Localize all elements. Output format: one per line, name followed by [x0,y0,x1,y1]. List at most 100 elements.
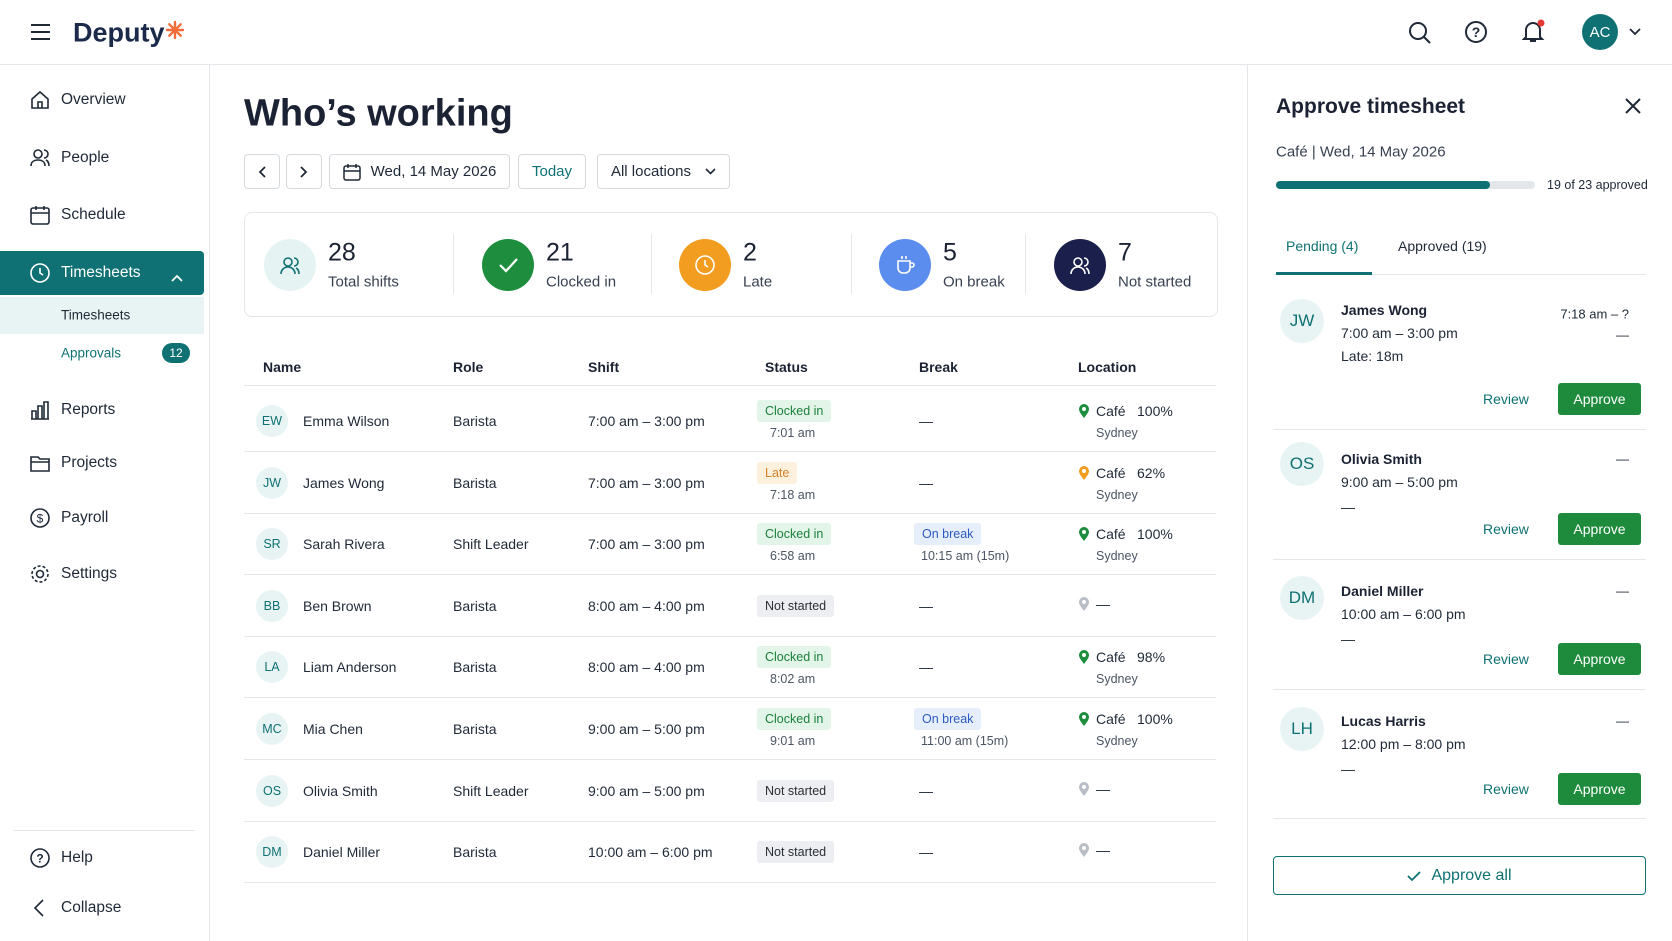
status-pill: Late [757,461,798,484]
card-name: Olivia Smith [1341,451,1422,467]
card-right: — [1616,451,1629,467]
nav-item[interactable]: Timesheets [61,264,141,281]
search-icon[interactable] [1408,21,1432,45]
card-right-2: — [1616,327,1629,343]
nav-footer-item[interactable]: Help [61,849,93,866]
date-text: Wed, 14 May 2026 [370,163,497,180]
location-text: All locations [610,163,692,180]
card-name: Lucas Harris [1341,713,1426,729]
avatar[interactable]: AC [1582,14,1618,50]
status-pill: Not started [757,779,835,802]
review-link[interactable]: Review [1483,521,1529,537]
row-avatar: EW [256,405,288,437]
location-name: — [1096,842,1110,859]
nav-item[interactable]: Projects [61,454,117,471]
status-time: 7:01 am [770,426,816,440]
prev-button[interactable] [244,154,280,189]
stat-value: 5 [943,238,957,267]
approve-button[interactable]: Approve [1558,383,1641,415]
row-role: Shift Leader [453,536,529,553]
approve-button[interactable]: Approve [1558,773,1641,805]
nav-footer-item[interactable]: Collapse [61,899,122,916]
tabs-border [1273,274,1646,275]
row-name: Emma Wilson [303,413,390,429]
card-right: — [1616,713,1629,729]
header-border [0,64,1672,65]
panel-tab[interactable]: Approved (19) [1398,238,1487,254]
row-shift: 8:00 am – 4:00 pm [588,659,705,676]
nav-icon [30,205,50,230]
nav-item[interactable]: Settings [61,565,118,582]
brand-mark [165,20,185,40]
status-time: 6:58 am [770,549,816,564]
nav-icon [30,90,50,115]
next-button[interactable] [286,154,322,189]
card-note: — [1341,761,1355,777]
page-title: Who’s working [244,92,513,135]
brand[interactable]: Deputy [73,17,165,48]
row-avatar: MC [256,713,288,745]
bell-icon[interactable] [1521,19,1546,45]
date-picker[interactable]: Wed, 14 May 2026 [329,154,510,189]
stat-divider [851,234,852,294]
nav-icon [30,898,50,923]
nav-item[interactable]: People [61,149,110,166]
nav-item[interactable]: Schedule [61,206,126,223]
stat-label: Total shifts [328,273,399,291]
row-name: James Wong [303,474,385,491]
stat-icon [879,239,931,291]
location-name: Café [1096,403,1126,419]
row-role: Barista [453,474,497,491]
card-name: James Wong [1341,302,1428,318]
status-pill: Clocked in [757,646,832,669]
location-percent: 98% [1137,649,1166,666]
avatar-chevron[interactable] [1629,28,1641,36]
review-link[interactable]: Review [1483,391,1529,407]
row-name: Daniel Miller [303,844,381,861]
panel-tab[interactable]: Pending (4) [1286,238,1359,254]
row-shift: 7:00 am – 3:00 pm [588,474,705,491]
nav-chevron [171,269,183,287]
nav-item[interactable]: Reports [61,401,116,418]
card-note: — [1341,499,1355,515]
location-select[interactable]: All locations [597,154,730,189]
row-name: Mia Chen [303,721,363,737]
approve-button[interactable]: Approve [1558,643,1641,675]
nav-item[interactable]: Overview [61,91,126,108]
break-time: 11:00 am (15m) [921,734,1009,748]
today-button[interactable]: Today [518,154,586,189]
subnav-item[interactable]: Approvals [61,345,122,361]
review-link[interactable]: Review [1483,781,1529,797]
row-name: Liam Anderson [303,659,397,676]
review-link[interactable]: Review [1483,651,1529,667]
approve-all-button[interactable]: Approve all [1273,856,1646,895]
tab-underline [1276,272,1372,275]
row-name: Ben Brown [303,597,372,614]
status-pill: Not started [757,594,835,617]
row-border [244,820,1216,822]
break-text: — [919,844,933,861]
status-time: 8:02 am [770,672,816,687]
row-role: Barista [453,597,497,614]
stat-icon [482,239,534,291]
location-pin [1078,711,1090,732]
menu-icon[interactable] [31,23,51,41]
table-header-border [244,385,1216,386]
status-pill: Clocked in [757,400,832,422]
location-name: — [1096,595,1110,612]
panel-subtitle: Café | Wed, 14 May 2026 [1276,143,1446,161]
nav-icon: ? [30,848,50,873]
stat-icon [679,239,731,291]
location-name: Café [1096,464,1126,481]
status-pill: Clocked in [757,708,832,730]
location-name: Café [1096,711,1126,727]
approve-button[interactable]: Approve [1558,513,1641,545]
nav-item[interactable]: Payroll [61,509,109,526]
help-icon[interactable]: ? [1465,21,1489,45]
stat-label: Clocked in [546,273,617,291]
row-avatar: SR [256,528,288,561]
close-icon[interactable] [1625,98,1641,114]
row-role: Shift Leader [453,782,529,799]
stat-value: 21 [546,238,574,267]
subnav-item[interactable]: Timesheets [61,307,131,323]
